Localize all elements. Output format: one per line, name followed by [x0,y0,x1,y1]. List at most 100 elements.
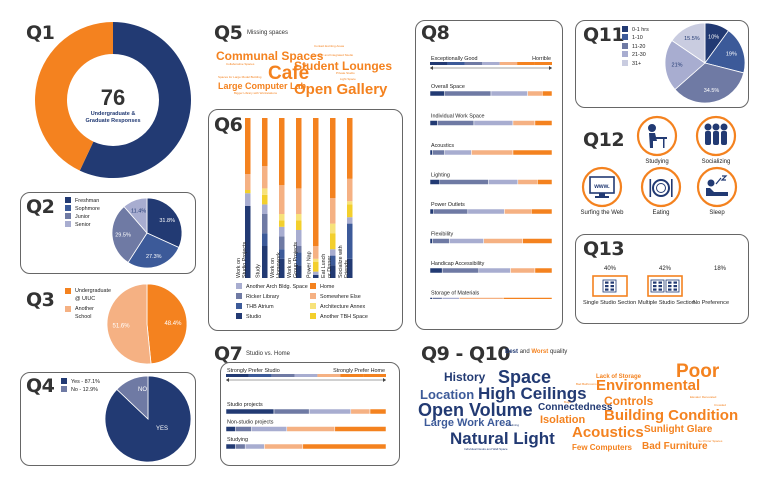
q11-slice-label: 19% [726,51,737,57]
q910-word: Large Work Area [424,417,512,429]
q9-q10-word-cloud: Space History Location High Ceilings Open Vo… [416,362,761,462]
q8-bar-segment [430,149,433,156]
q8-bar-segment [441,297,460,299]
studio-desk [653,285,657,288]
q3-slice-label: 51.6% [113,323,131,329]
q7-scale-segment [248,374,272,377]
q8-category-label: Acoustics [431,143,454,149]
q6-bar-segment [296,188,302,214]
q2-pie-chart: 31.8% 27.3% 29.5% 11.4% [111,197,183,269]
studio-desk [653,288,657,291]
q5-word: Dynamic and Integrated Studio [312,53,354,57]
studio-desk [658,285,662,288]
sleep-icon [696,166,738,208]
q7-scale-segment [294,374,318,377]
legend-swatch [310,313,316,319]
q7-bar-chart: Strongly Prefer Studio Strongly Prefer Ho… [226,368,387,450]
q2-legend-item: Junior [65,213,100,221]
q8-scale-right: Horrible [532,56,551,62]
q6-bar-segment [279,214,285,221]
q1-caption-line2: Graduate Responses [85,118,141,124]
q2-slice [123,197,148,235]
q3-legend: Undergraduate @ UIUC Another School [65,287,113,321]
q6-bar-segment [245,206,251,278]
q6-label: Q6 [214,114,243,136]
q6-bar-segment [245,118,251,174]
q5-word: Student Lounges [294,59,392,73]
q910-word: Crowded [714,403,727,407]
q7-bar-segment [334,426,387,432]
q7-bar-segment [244,443,265,450]
q6-category-label: Study [256,264,262,278]
q4-slice [116,375,149,420]
q8-scale-segment [447,62,465,65]
studio-desk-block [650,279,665,293]
q6-bar-segment [330,223,336,234]
q7-scale-segment [340,374,364,377]
q11-legend-item: 1-10 [622,34,649,42]
q1-slice [79,22,191,178]
q3-slice [146,283,188,365]
q11-legend-item: 0-1 hrs [622,26,649,34]
q7-scale-segment [271,374,295,377]
q8-bar-segment [488,179,519,185]
q5-word: Bigger Library with Workstations [234,91,277,95]
legend-swatch [310,303,316,309]
q6-bar-segment [313,262,319,272]
q8-bar-segment [517,179,538,185]
q13-option-label: Multiple Studio Section [638,300,695,306]
q12-activity-label: Sleep [709,210,725,216]
legend-swatch [61,386,67,392]
q6-bar-segment [279,236,285,250]
legend-swatch [236,303,242,309]
studio-desk [653,281,657,284]
legend-swatch [65,306,71,312]
q11-slice-label: 34.5% [704,88,720,94]
q6-bar-segment [279,258,285,278]
q2-slice [111,206,148,263]
q13-percent: 40% [603,266,616,272]
q8-scale-segment [517,62,535,65]
q3-legend-item: Another School [65,305,113,321]
q6-bar-segment [347,201,353,205]
q8-category-label: Individual Work Space [431,114,485,120]
legend-swatch [65,288,71,294]
q8-bar-segment [441,267,480,274]
q2-slice-label: 11.4% [131,208,146,214]
q8-bar-chart: Exceptionally Good Horrible Overall Space I… [430,56,553,299]
q910-word: Location [420,387,475,402]
q5-word: Contact Exciting Areas [314,44,345,48]
q5-word: Collaborative Spaces [226,62,255,66]
q8-category-label: Storage of Materials [431,291,480,297]
q910-word: Lack of Storage [596,374,642,380]
q910-word: Open Volume [418,400,533,420]
q910-word: Natural Light [450,429,555,448]
q6-bar-segment [313,258,319,262]
q910-word: History [444,370,486,384]
q4-slice-label: YES [156,426,168,432]
q7-category-label: Studying [227,437,248,443]
q11-slice-label: 15.5% [684,36,700,42]
q7-bar-segment [235,443,246,450]
q6-legend-item: Ricker Library [236,293,310,301]
studio-desk [605,281,609,284]
q2-slice-label: 27.3% [146,254,162,260]
q8-bar-segment [512,149,553,156]
q910-word: Bad Furniture [642,441,708,452]
q7-label: Q7 [214,343,243,365]
legend-swatch [65,205,71,211]
q8-category-label: Lighting [431,173,450,179]
q6-bar-segment [262,194,268,205]
q7-bar-segment [226,443,236,450]
q2-legend-item: Senior [65,221,100,229]
q6-legend-item: Studio [236,313,310,321]
q6-bar-segment [330,265,336,278]
icon-glyph [649,179,673,197]
studio-section-icon [647,275,683,297]
q8-bar-segment [430,267,443,274]
q7-bar-segment [226,408,275,415]
studio-section-icon [592,275,628,297]
q6-bar-segment [262,166,268,189]
q5-label: Q5 [214,22,243,44]
q4-legend-item: Yes - 87.1% [61,378,100,386]
